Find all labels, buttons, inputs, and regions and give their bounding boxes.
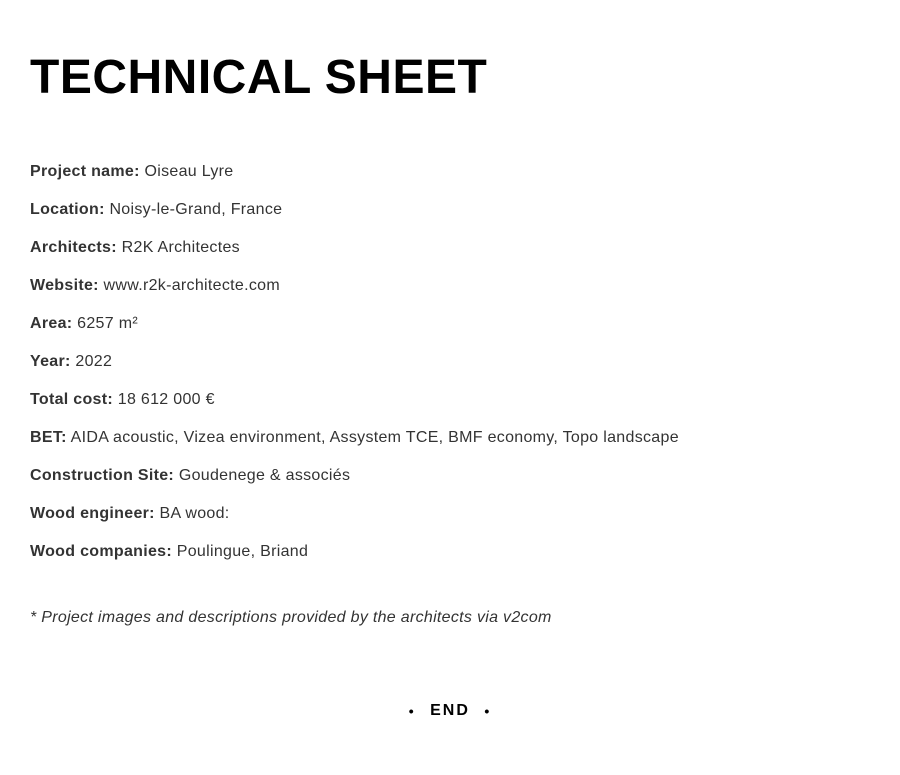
- end-text: END: [430, 702, 470, 719]
- field-label: Architects:: [30, 239, 117, 256]
- field-value: Goudenege & associés: [179, 467, 350, 484]
- field-label: Construction Site:: [30, 467, 174, 484]
- bullet-icon: •: [476, 703, 499, 719]
- field-label: Location:: [30, 201, 105, 218]
- field-row: BET: AIDA acoustic, Vizea environment, A…: [30, 426, 870, 450]
- field-list: Project name: Oiseau Lyre Location: Nois…: [30, 160, 870, 564]
- field-value: Poulingue, Briand: [177, 543, 308, 560]
- field-label: Website:: [30, 277, 99, 294]
- field-row: Wood engineer: BA wood:: [30, 502, 870, 526]
- field-label: Total cost:: [30, 391, 113, 408]
- field-row: Location: Noisy-le-Grand, France: [30, 198, 870, 222]
- field-value: BA wood:: [160, 505, 230, 522]
- field-value: 2022: [75, 353, 112, 370]
- field-label: Project name:: [30, 163, 140, 180]
- field-row: Architects: R2K Architectes: [30, 236, 870, 260]
- field-value: AIDA acoustic, Vizea environment, Assyst…: [71, 429, 679, 446]
- field-value: www.r2k-architecte.com: [104, 277, 280, 294]
- field-label: Area:: [30, 315, 72, 332]
- field-label: BET:: [30, 429, 67, 446]
- footnote: * Project images and descriptions provid…: [30, 609, 870, 627]
- field-row: Project name: Oiseau Lyre: [30, 160, 870, 184]
- field-value: Noisy-le-Grand, France: [109, 201, 282, 218]
- end-marker: • END •: [30, 702, 870, 720]
- field-label: Wood companies:: [30, 543, 172, 560]
- field-row: Construction Site: Goudenege & associés: [30, 464, 870, 488]
- field-row: Total cost: 18 612 000 €: [30, 388, 870, 412]
- field-label: Wood engineer:: [30, 505, 155, 522]
- field-value: Oiseau Lyre: [144, 163, 233, 180]
- field-value: 18 612 000 €: [118, 391, 215, 408]
- field-value: R2K Architectes: [122, 239, 240, 256]
- field-row: Wood companies: Poulingue, Briand: [30, 540, 870, 564]
- field-value: 6257 m²: [77, 315, 138, 332]
- field-row: Year: 2022: [30, 350, 870, 374]
- field-label: Year:: [30, 353, 71, 370]
- bullet-icon: •: [401, 703, 424, 719]
- field-row: Website: www.r2k-architecte.com: [30, 274, 870, 298]
- page-title: TECHNICAL SHEET: [30, 50, 870, 105]
- field-row: Area: 6257 m²: [30, 312, 870, 336]
